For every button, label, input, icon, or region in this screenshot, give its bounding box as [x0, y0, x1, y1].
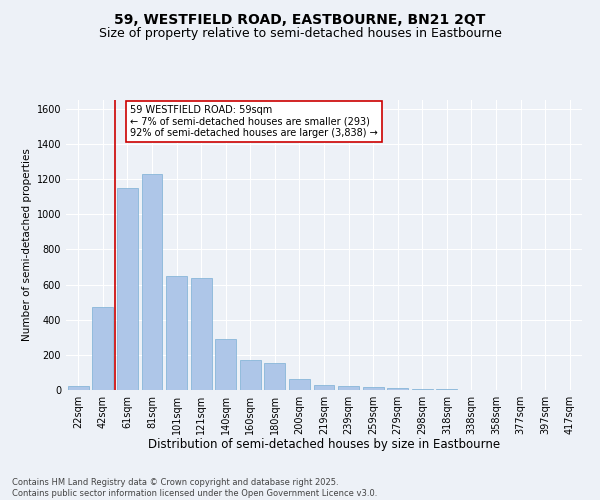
Bar [92, 308, 113, 390]
Bar [117, 188, 138, 390]
Bar [362, 388, 383, 390]
Text: 59 WESTFIELD ROAD: 59sqm
← 7% of semi-detached houses are smaller (293)
92% of s: 59 WESTFIELD ROAD: 59sqm ← 7% of semi-de… [130, 106, 377, 138]
Bar [240, 360, 261, 390]
Bar [412, 389, 433, 390]
Text: Contains HM Land Registry data © Crown copyright and database right 2025.
Contai: Contains HM Land Registry data © Crown c… [12, 478, 377, 498]
Text: 59, WESTFIELD ROAD, EASTBOURNE, BN21 2QT: 59, WESTFIELD ROAD, EASTBOURNE, BN21 2QT [115, 12, 485, 26]
Text: Size of property relative to semi-detached houses in Eastbourne: Size of property relative to semi-detach… [98, 28, 502, 40]
Y-axis label: Number of semi-detached properties: Number of semi-detached properties [22, 148, 32, 342]
Bar [142, 174, 163, 390]
Bar [68, 386, 89, 390]
Bar [166, 276, 187, 390]
X-axis label: Distribution of semi-detached houses by size in Eastbourne: Distribution of semi-detached houses by … [148, 438, 500, 452]
Bar [314, 384, 334, 390]
Bar [215, 339, 236, 390]
Bar [387, 388, 408, 390]
Bar [265, 363, 286, 390]
Bar [338, 386, 359, 390]
Bar [191, 278, 212, 390]
Bar [289, 380, 310, 390]
